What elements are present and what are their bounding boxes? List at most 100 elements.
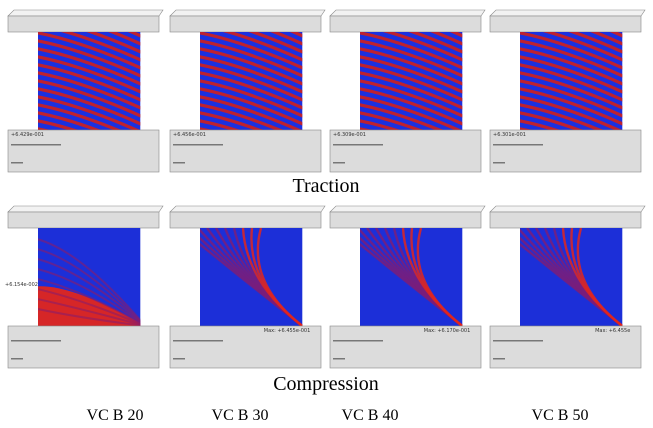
crack bbox=[38, 55, 141, 94]
legend-value: Max: +6.170e-001 bbox=[424, 328, 471, 334]
crack bbox=[382, 32, 463, 62]
clamp-bottom bbox=[7, 325, 160, 369]
crack bbox=[360, 111, 424, 130]
crack bbox=[200, 39, 303, 78]
panel: Max: +6.170e-001 bbox=[329, 205, 486, 369]
crack bbox=[38, 258, 141, 324]
crack bbox=[520, 71, 623, 110]
damage bbox=[520, 32, 623, 130]
clamp-bottom bbox=[329, 325, 482, 369]
crack bbox=[416, 228, 463, 326]
note-line bbox=[11, 162, 23, 164]
crack bbox=[38, 278, 141, 325]
column-label: VC B 40 bbox=[342, 407, 399, 424]
clamp-bottom bbox=[329, 129, 482, 173]
crack bbox=[86, 32, 141, 54]
damage bbox=[200, 228, 303, 326]
crack bbox=[60, 32, 141, 62]
clamp-bottom bbox=[169, 129, 322, 173]
note-line bbox=[173, 358, 185, 360]
crack bbox=[38, 298, 141, 326]
panel: +6.429e-001 bbox=[7, 9, 164, 173]
crack bbox=[200, 32, 303, 70]
crack bbox=[38, 288, 141, 326]
crack bbox=[38, 111, 102, 130]
crack bbox=[568, 32, 623, 54]
clamp-top bbox=[329, 211, 482, 229]
note-line bbox=[333, 162, 345, 164]
crack bbox=[38, 71, 141, 110]
clamp-top bbox=[7, 15, 160, 33]
note-line bbox=[493, 162, 505, 164]
crack bbox=[38, 87, 141, 126]
crack bbox=[520, 63, 623, 102]
note-line bbox=[333, 340, 383, 342]
note-line bbox=[333, 358, 345, 360]
clamp-bottom bbox=[489, 129, 642, 173]
note-line bbox=[11, 358, 23, 360]
crack bbox=[430, 32, 463, 46]
crack bbox=[38, 308, 141, 326]
damage bbox=[360, 228, 463, 326]
crack bbox=[38, 79, 141, 118]
crack bbox=[520, 103, 604, 130]
crack bbox=[520, 47, 623, 86]
crack bbox=[200, 87, 303, 126]
note-line bbox=[333, 144, 383, 146]
panel: +6.301e-001 bbox=[489, 9, 646, 173]
crack bbox=[200, 79, 303, 118]
crack bbox=[520, 39, 623, 78]
crack bbox=[360, 32, 463, 70]
note-line bbox=[493, 340, 543, 342]
crack bbox=[222, 32, 303, 62]
crack bbox=[200, 111, 264, 130]
legend-value: Max: +6.455e-001 bbox=[264, 328, 311, 334]
crack bbox=[38, 39, 141, 78]
crack bbox=[520, 32, 623, 70]
damage bbox=[38, 238, 141, 326]
crack bbox=[520, 79, 623, 118]
legend-value: +6.456e-001 bbox=[173, 132, 206, 138]
crack bbox=[360, 63, 463, 102]
clamp-top-face bbox=[169, 205, 326, 213]
crack bbox=[200, 71, 303, 110]
crack bbox=[38, 95, 141, 130]
crack bbox=[200, 55, 303, 94]
crack bbox=[520, 111, 584, 130]
crack bbox=[360, 79, 463, 118]
clamp-top-face bbox=[329, 205, 486, 213]
panel: +6.456e-001 bbox=[169, 9, 326, 173]
note-line bbox=[11, 340, 61, 342]
crack bbox=[360, 103, 444, 130]
clamp-top bbox=[329, 15, 482, 33]
clamp-bottom bbox=[169, 325, 322, 369]
clamp-bottom bbox=[7, 129, 160, 173]
panel: +6.154e-002 bbox=[5, 205, 164, 369]
crack bbox=[360, 55, 463, 94]
panel: +6.309e-001 bbox=[329, 9, 486, 173]
legend-value: +6.429e-001 bbox=[11, 132, 44, 138]
clamp-bottom bbox=[489, 325, 642, 369]
panel: Max: +6.455e bbox=[489, 205, 646, 369]
clamp-top-face bbox=[7, 9, 164, 17]
note-line bbox=[173, 144, 223, 146]
clamp-top-face bbox=[329, 9, 486, 17]
crack bbox=[256, 228, 303, 326]
clamp-top bbox=[489, 211, 642, 229]
row-caption: Compression bbox=[273, 373, 379, 395]
crack bbox=[360, 71, 463, 110]
clamp-top-face bbox=[7, 205, 164, 213]
crack bbox=[38, 103, 122, 130]
column-label: VC B 20 bbox=[87, 407, 144, 424]
crack bbox=[360, 119, 401, 130]
note-line bbox=[11, 144, 61, 146]
crack bbox=[200, 47, 303, 86]
note-line bbox=[493, 358, 505, 360]
crack bbox=[248, 32, 303, 54]
crack bbox=[360, 39, 463, 78]
crack bbox=[38, 268, 141, 324]
crack bbox=[200, 103, 284, 130]
crack bbox=[408, 32, 463, 54]
crack bbox=[38, 248, 141, 323]
